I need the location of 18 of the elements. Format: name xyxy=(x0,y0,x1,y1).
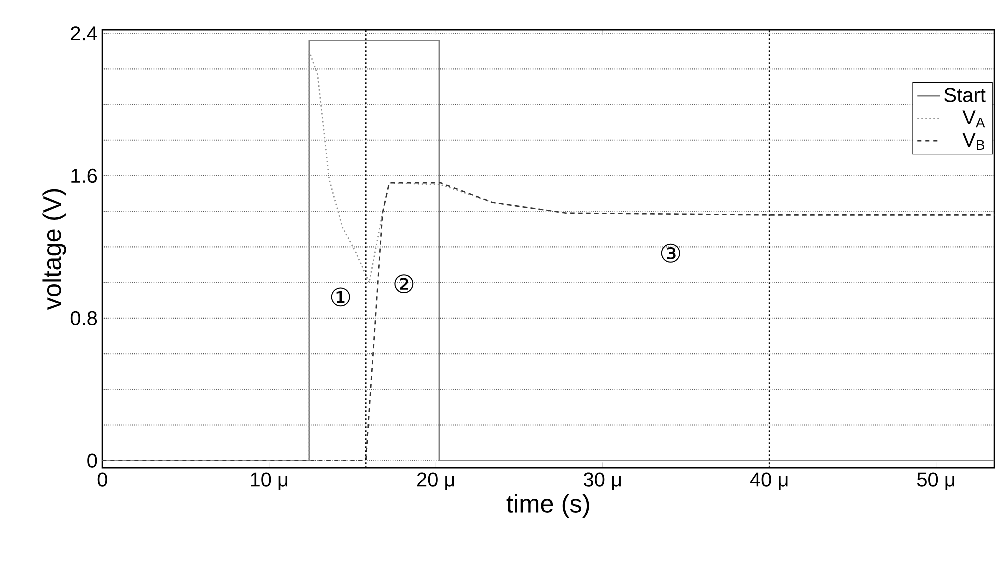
legend-label: V$_{A}$ xyxy=(962,110,986,128)
y-tick-label: 0.8 xyxy=(70,311,98,326)
legend-label: Start xyxy=(944,88,986,102)
x-tick-label: 10 μ xyxy=(251,472,288,490)
legend-label: V$_{B}$ xyxy=(962,133,985,150)
x-tick-label: 40 μ xyxy=(750,472,788,490)
annotation: ① xyxy=(331,288,350,307)
y-axis-title: voltage (V) xyxy=(42,189,66,310)
x-tick-label: 0 xyxy=(98,472,108,487)
x-tick-label: 50 μ xyxy=(917,472,954,490)
annotation: ③ xyxy=(661,244,680,263)
y-tick-label: 0 xyxy=(88,454,98,468)
y-tick-label: 2.4 xyxy=(71,26,98,41)
x-tick-label: 20 μ xyxy=(417,472,454,490)
x-axis-title: time (s) xyxy=(506,494,590,518)
annotation: ② xyxy=(394,274,414,294)
y-tick-label: 1.6 xyxy=(72,168,98,184)
x-tick-label: 30 μ xyxy=(584,472,622,490)
